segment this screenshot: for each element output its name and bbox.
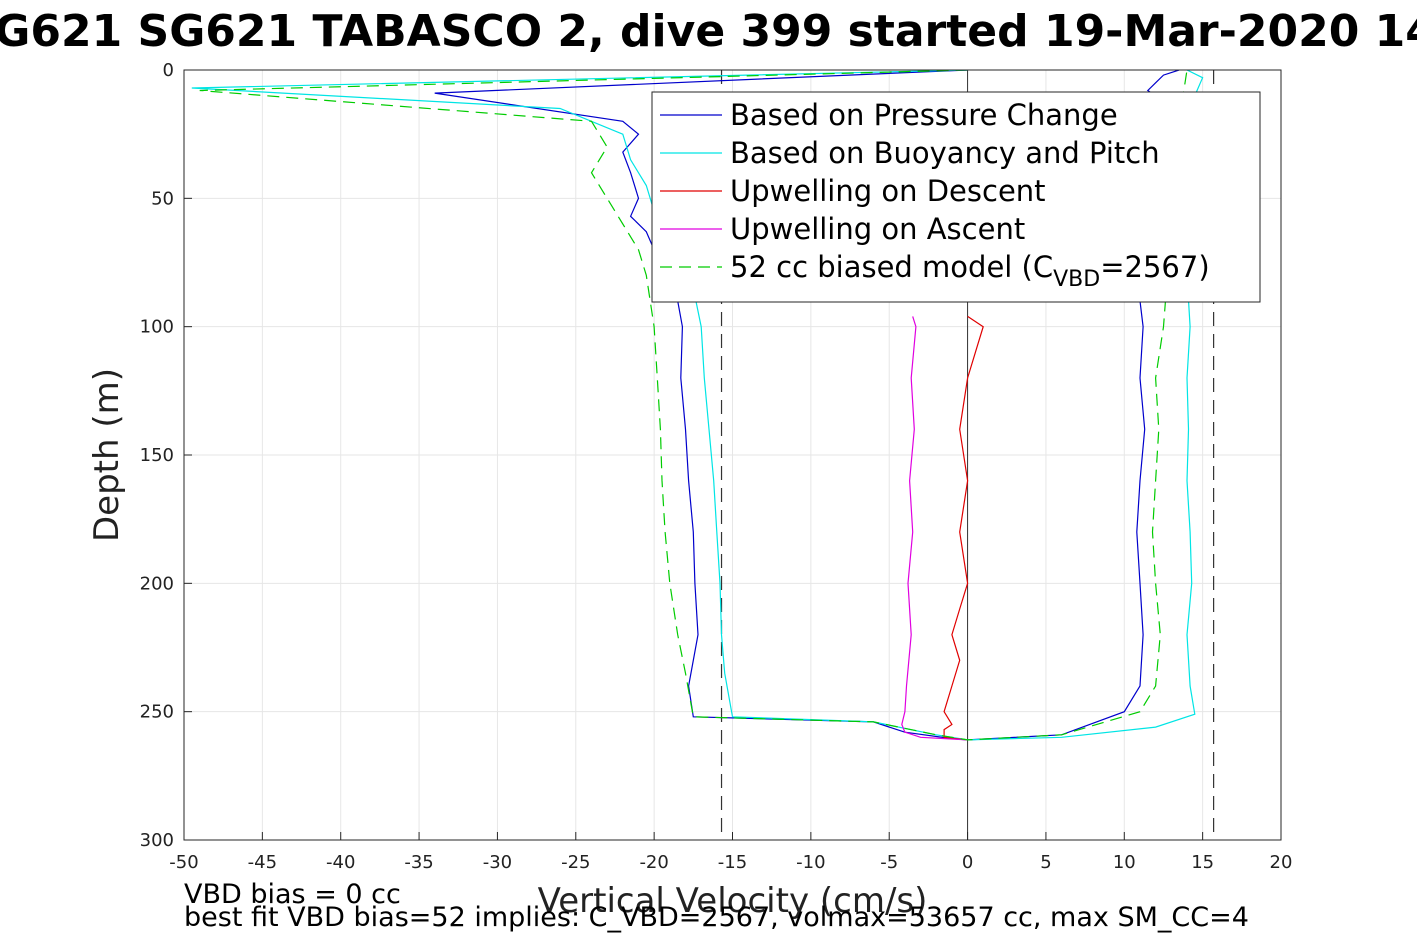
legend-box [651, 91, 1261, 303]
x-tick-label: -10 [796, 852, 825, 873]
y-tick-label: 50 [151, 188, 174, 209]
legend: Based on Pressure Change Based on Buoyanc… [651, 91, 1261, 303]
x-tick-label: -50 [169, 852, 198, 873]
footer-best-fit: best fit VBD bias=52 implies: C_VBD=2567… [184, 902, 1249, 933]
y-tick-label: 300 [140, 830, 174, 851]
x-tick-label: -5 [880, 852, 898, 873]
x-tick-label: -45 [248, 852, 277, 873]
y-axis-label: Depth (m) [87, 368, 127, 542]
x-tick-label: -25 [561, 852, 590, 873]
series-line [901, 316, 968, 741]
series-line [943, 315, 984, 741]
x-tick-label: 5 [1040, 852, 1051, 873]
legend-entry: Upwelling on Descent [730, 174, 1046, 208]
x-tick-label: 0 [962, 852, 973, 873]
y-tick-label: 150 [140, 445, 174, 466]
x-axis-label: Vertical Velocity (cm/s) [538, 881, 928, 921]
x-tick-label: -30 [483, 852, 512, 873]
x-tick-label: 20 [1270, 852, 1293, 873]
x-tick-label: -40 [326, 852, 355, 873]
y-tick-label: 0 [163, 60, 174, 81]
footer-vbd-bias: VBD bias = 0 cc [184, 879, 401, 910]
y-tick-label: 200 [140, 573, 174, 594]
legend-entry: Upwelling on Ascent [730, 212, 1025, 246]
x-tick-label: -35 [404, 852, 433, 873]
x-tick-label: -15 [718, 852, 747, 873]
x-tick-label: -20 [639, 852, 668, 873]
legend-entry: Based on Buoyancy and Pitch [730, 136, 1160, 170]
axis-ticks: -50 -45 -40 -35 -30 -25 -20 -15 -10 -5 0 5 10 15 20050… [140, 60, 1293, 873]
y-tick-label: 100 [140, 317, 174, 338]
legend-entry: Based on Pressure Change [730, 98, 1118, 132]
y-tick-label: 250 [140, 702, 174, 723]
x-tick-label: 10 [1113, 852, 1136, 873]
chart-title: SG621 SG621 TABASCO 2, dive 399 started … [0, 6, 1417, 57]
series-line [199, 70, 1188, 741]
x-tick-label: 15 [1191, 852, 1214, 873]
